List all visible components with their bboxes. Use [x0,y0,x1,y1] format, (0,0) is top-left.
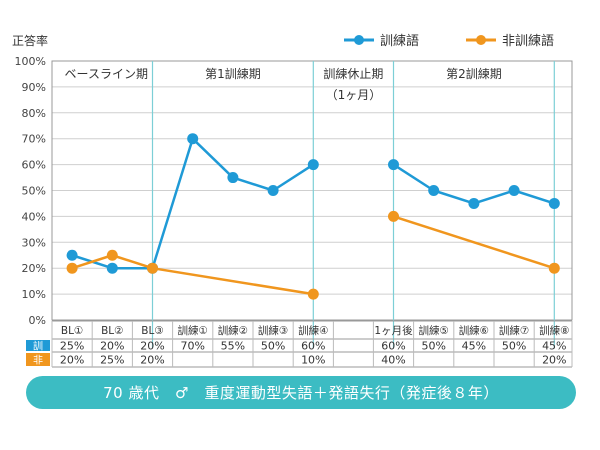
table-value: 50% [502,340,526,353]
data-point [66,262,78,274]
table-value: 55% [221,340,245,353]
table-value: 45% [542,340,566,353]
row-header-training: 訓 [33,340,43,353]
table-value: 40% [381,354,405,367]
table-value: 70% [180,340,204,353]
table-value: 25% [60,340,84,353]
category-label: 訓練⑦ [499,324,529,337]
data-point [187,133,199,145]
legend-label-non-training: 非訓練語 [502,33,554,49]
data-point [267,185,279,196]
legend-label-training: 訓練語 [380,33,419,49]
category-label: BL① [61,325,83,337]
series-line [393,215,555,270]
table-value: 50% [261,340,285,353]
phase-label: 第2訓練期 [446,66,502,81]
data-point [548,262,560,274]
y-axis-label: 正答率 [12,33,48,48]
legend-marker-training [354,35,364,45]
category-label: 訓練② [218,324,248,337]
data-point [307,159,319,171]
table-value: 20% [140,354,164,367]
table-value: 45% [462,340,486,353]
table-value: 20% [542,354,566,367]
table-value: 60% [301,340,325,353]
category-label: 訓練⑥ [459,324,489,337]
y-tick-label: 90% [22,81,46,94]
table-value: 20% [140,340,164,353]
table-value: 10% [301,354,325,367]
row-header-non-training: 非 [33,355,43,367]
data-point [468,197,480,209]
phase-label: 訓練休止期 [323,66,383,81]
line-chart: 正答率 訓練語 非訓練語 0% 10% 20% 30% 40% 50% 60% 70% 80% 90% 1… [12,33,573,368]
y-tick-label: 40% [22,210,46,223]
data-point [508,185,520,196]
row-header-training-bg [26,340,50,351]
table-value: 20% [60,354,84,367]
data-point [66,249,78,261]
series-line [392,163,555,205]
row-header-non-training-bg [26,353,50,366]
plot-frame [51,60,573,321]
category-label: 訓練⑧ [539,324,569,337]
y-tick-label: 50% [22,185,46,198]
data-point [548,197,560,209]
y-tick-label: 0% [29,314,46,327]
data-point [147,262,158,274]
data-point [388,210,399,222]
table-value: 60% [381,340,405,353]
phase-label: ベースライン期 [65,67,148,81]
category-label: 1ヶ月後 [374,324,413,337]
y-tick-label: 60% [22,159,46,172]
table-value: 25% [100,354,124,367]
y-tick-label: 20% [22,262,46,275]
table-value: 50% [421,340,445,353]
y-tick-label: 30% [22,236,46,249]
table-value: 20% [100,340,124,353]
phase-sublabel: （1ヶ月） [326,88,382,102]
data-point [106,262,118,274]
data-point [106,249,118,261]
phase-label: 第1訓練期 [205,66,261,81]
series-line [71,254,314,296]
data-point [428,185,440,196]
category-label: BL② [101,325,123,337]
y-tick-label: 100% [15,55,46,68]
y-tick-label: 80% [22,107,46,120]
y-tick-label: 70% [22,133,46,146]
category-label: 訓練③ [258,324,288,337]
series-line [71,137,314,270]
data-point [307,288,319,300]
patient-info-text: 70 歳代 ♂ 重度運動型失語＋発語失行（発症後８年） [103,384,499,402]
category-label: 訓練④ [298,324,328,337]
data-point [388,159,399,171]
data-point [227,172,239,184]
category-label: BL③ [141,325,163,337]
patient-info-banner: 70 歳代 ♂ 重度運動型失語＋発語失行（発症後８年） [26,376,576,409]
y-tick-label: 10% [22,288,46,301]
category-label: 訓練⑤ [418,324,448,337]
category-label: 訓練① [177,324,207,337]
legend-marker-non-training [476,35,486,45]
